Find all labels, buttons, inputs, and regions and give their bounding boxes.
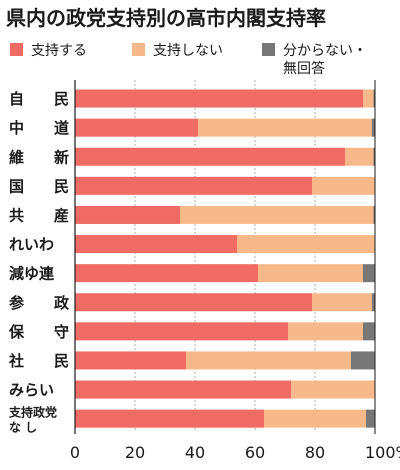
category-label-7-b: 政 xyxy=(54,294,70,312)
bar-8-2 xyxy=(363,322,375,341)
x-axis: 0 20 40 60 80 100% xyxy=(70,443,400,462)
category-label-3-b: 民 xyxy=(54,177,69,195)
x-tick-label-4: 80 xyxy=(305,443,325,462)
legend-label-2-0: 分からない・ xyxy=(283,43,367,59)
bar-4-0 xyxy=(75,205,180,224)
category-label-4-b: 産 xyxy=(54,206,69,224)
x-tick-label-2: 40 xyxy=(185,443,205,462)
category-label-9-a: 社 xyxy=(8,352,24,370)
category-label-7-a: 参 xyxy=(9,294,25,312)
category-label-2-b: 新 xyxy=(54,148,69,166)
bar-9-2 xyxy=(351,351,375,370)
legend-label-2-1: 無回答 xyxy=(283,60,325,77)
bar-11-0 xyxy=(75,409,264,428)
bar-2-0 xyxy=(75,147,345,166)
legend: 支持する 支持しない 分からない・無回答 xyxy=(10,43,367,77)
category-label-9-b: 民 xyxy=(54,352,69,370)
legend-swatch-1 xyxy=(132,43,145,56)
bar-10-1 xyxy=(291,380,375,399)
bars xyxy=(74,80,376,434)
category-label-3-a: 国 xyxy=(9,177,24,195)
bar-10-0 xyxy=(75,380,291,399)
bar-7-1 xyxy=(312,293,372,312)
bar-7-2 xyxy=(372,293,375,312)
bar-0-1 xyxy=(363,89,374,108)
bar-1-1 xyxy=(198,118,372,137)
category-label-10: みらい xyxy=(9,381,54,399)
x-tick-label-1: 20 xyxy=(125,443,145,462)
bar-11-2 xyxy=(366,409,375,428)
category-label-1-b: 道 xyxy=(54,119,69,137)
category-labels: 自民中 道維 新国 民共 産れいわ減ゆ連参 政保 守社 民みらい支持政党な し xyxy=(8,90,70,435)
legend-label-1: 支持しない xyxy=(153,43,223,59)
bar-5-1 xyxy=(237,235,375,254)
category-label-4-a: 共 xyxy=(9,206,24,224)
bar-8-1 xyxy=(288,322,363,341)
category-label-0-a: 自 xyxy=(9,90,24,108)
bar-0-2 xyxy=(373,89,375,108)
category-label-0-b: 民 xyxy=(54,90,69,108)
bar-0-0 xyxy=(75,89,363,108)
x-tick-label-0: 0 xyxy=(70,443,80,462)
x-tick-label-3: 60 xyxy=(245,443,265,462)
category-label-1-a: 中 xyxy=(9,119,24,137)
legend-label-0: 支持する xyxy=(31,43,87,59)
category-label-2-a: 維 xyxy=(9,148,24,166)
bar-1-0 xyxy=(75,118,198,137)
category-label-11-b: な し xyxy=(9,421,37,435)
bar-2-1 xyxy=(345,147,374,166)
bar-11-1 xyxy=(264,409,366,428)
category-label-6: 減ゆ連 xyxy=(9,265,55,283)
category-label-11-a: 支持政党 xyxy=(8,405,57,420)
bar-7-0 xyxy=(75,293,312,312)
category-label-8-b: 守 xyxy=(54,323,69,341)
bar-9-0 xyxy=(75,351,186,370)
chart-title: 県内の政党支持別の高市内閣支持率 xyxy=(6,6,326,30)
bar-2-2 xyxy=(373,147,375,166)
bar-3-1 xyxy=(312,176,375,195)
legend-swatch-2 xyxy=(262,43,275,56)
x-tick-label-5: 100% xyxy=(365,443,400,462)
category-label-5: れいわ xyxy=(9,236,54,254)
bar-9-1 xyxy=(186,351,351,370)
legend-swatch-0 xyxy=(10,43,23,56)
bar-3-0 xyxy=(75,176,312,195)
bar-4-1 xyxy=(180,205,374,224)
bar-1-2 xyxy=(372,118,375,137)
bar-6-0 xyxy=(75,264,258,283)
bar-4-2 xyxy=(373,205,375,224)
bar-6-1 xyxy=(258,264,363,283)
bar-5-0 xyxy=(75,235,237,254)
category-label-8-a: 保 xyxy=(8,323,25,341)
bar-6-2 xyxy=(363,264,375,283)
bar-8-0 xyxy=(75,322,288,341)
